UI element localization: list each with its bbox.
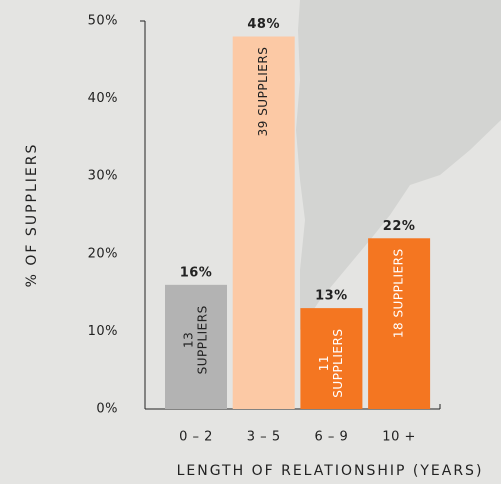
map-decoration bbox=[296, 0, 501, 330]
y-tick-label: 20% bbox=[88, 246, 118, 261]
y-tick-label: 30% bbox=[88, 169, 118, 184]
x-axis-title: LENGTH OF RELATIONSHIP (YEARS) bbox=[177, 463, 484, 479]
y-axis-title: % OF SUPPLIERS bbox=[24, 143, 40, 288]
bar bbox=[300, 308, 363, 409]
x-tick-label: 10 + bbox=[382, 430, 416, 445]
y-tick-label: 50% bbox=[88, 14, 118, 29]
x-tick-label: 0 – 2 bbox=[179, 430, 213, 445]
bar-inner-label: SUPPLIERS bbox=[331, 329, 345, 398]
bar bbox=[368, 238, 431, 409]
bar bbox=[232, 36, 295, 410]
value-label: 16% bbox=[180, 265, 213, 280]
x-tick-label: 3 – 5 bbox=[247, 430, 281, 445]
x-tick-label: 6 – 9 bbox=[314, 430, 348, 445]
bar-inner-label: 13 bbox=[182, 332, 196, 348]
value-label: 13% bbox=[315, 289, 348, 304]
bar-inner-label: 39 SUPPLIERS bbox=[256, 47, 270, 137]
y-tick-label: 0% bbox=[96, 402, 118, 417]
value-label: 22% bbox=[383, 219, 416, 234]
bar bbox=[165, 284, 227, 409]
bar-inner-label: 18 SUPPLIERS bbox=[392, 248, 406, 338]
y-tick-label: 40% bbox=[88, 91, 118, 106]
value-label: 48% bbox=[247, 17, 280, 32]
bar-inner-label: SUPPLIERS bbox=[196, 305, 210, 374]
y-tick-label: 10% bbox=[88, 324, 118, 339]
bar-inner-label: 11 bbox=[317, 355, 331, 371]
